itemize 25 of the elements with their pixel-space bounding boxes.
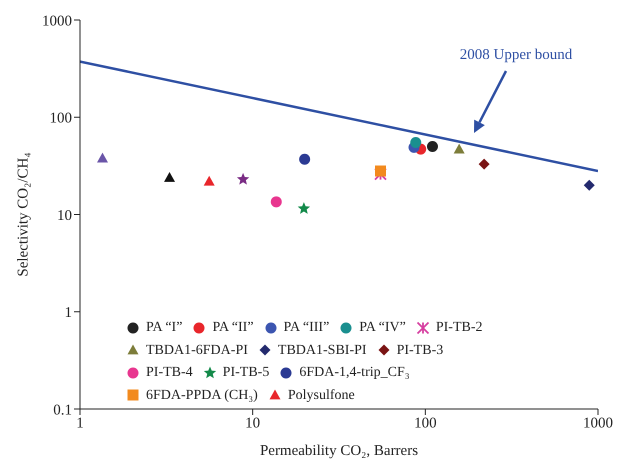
legend-label: PI-TB-4	[145, 364, 193, 382]
y-tick-label: 100	[50, 110, 72, 127]
y-tick-label: 1	[64, 305, 72, 322]
x-tick-label: 1000	[583, 416, 613, 432]
y-axis-title: Selectivity CO₂/CH₄	[15, 152, 32, 277]
legend-label: PI-TB-3	[396, 342, 444, 360]
legend-label: PI-TB-5	[222, 364, 270, 382]
legend-label: PI-TB-2	[434, 319, 483, 337]
legend-label: TBDA1-SBI-PI	[276, 342, 367, 360]
legend-label: PA “II”	[211, 319, 254, 337]
x-tick-label: 100	[414, 416, 437, 432]
x-axis-title: Permeability CO₂, Barrers	[260, 443, 418, 459]
legend-label: 6FDA-1,4-trip_CF₃	[298, 364, 410, 382]
legend-label: TBDA1-6FDA-PI	[145, 342, 248, 360]
legend-label: PA “IV”	[358, 319, 406, 337]
x-tick-label: 10	[245, 416, 260, 432]
legend-label: 6FDA-PPDA (CH₃)	[145, 386, 258, 404]
y-tick-label: 0.1	[53, 402, 72, 418]
legend-label: PA “III”	[282, 319, 330, 337]
annotation: 2008 Upper bound	[460, 47, 573, 63]
y-tick-label: 10	[57, 208, 72, 224]
legend-label: PA “I”	[145, 319, 182, 337]
legend-label: Polysulfone	[286, 386, 355, 404]
y-tick-label: 1000	[42, 13, 72, 30]
x-tick-label: 1	[76, 416, 84, 432]
